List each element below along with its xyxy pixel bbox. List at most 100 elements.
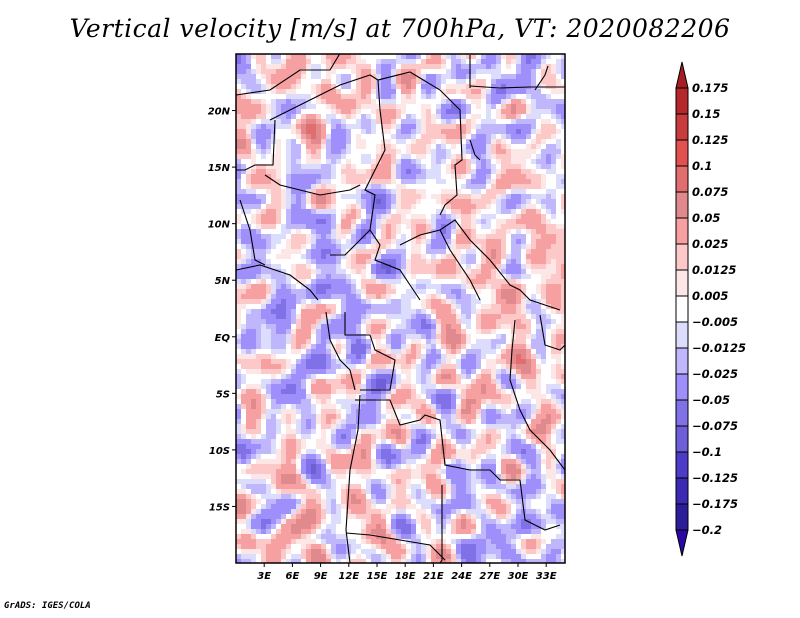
field-cell	[496, 54, 501, 59]
field-cell	[396, 229, 401, 234]
field-cell	[241, 349, 246, 354]
field-cell	[321, 224, 326, 229]
field-cell	[501, 239, 506, 244]
field-cell	[516, 119, 521, 124]
field-cell	[276, 254, 281, 259]
field-cell	[516, 189, 521, 194]
field-cell	[321, 414, 326, 419]
field-cell	[301, 139, 306, 144]
field-cell	[441, 444, 446, 449]
field-cell	[276, 474, 281, 479]
field-cell	[561, 484, 565, 489]
field-cell	[476, 399, 481, 404]
field-cell	[321, 169, 326, 174]
field-cell	[461, 419, 466, 424]
field-cell	[426, 364, 431, 369]
field-cell	[541, 124, 546, 129]
field-cell	[236, 149, 241, 154]
field-cell	[486, 149, 491, 154]
field-cell	[271, 124, 276, 129]
field-cell	[521, 269, 526, 274]
field-cell	[466, 89, 471, 94]
field-cell	[476, 79, 481, 84]
field-cell	[261, 434, 266, 439]
field-cell	[501, 404, 506, 409]
field-cell	[341, 219, 346, 224]
field-cell	[511, 184, 516, 189]
field-cell	[426, 319, 431, 324]
field-cell	[386, 344, 391, 349]
field-cell	[556, 344, 561, 349]
field-cell	[506, 439, 511, 444]
field-cell	[436, 389, 441, 394]
field-cell	[371, 369, 376, 374]
field-cell	[521, 224, 526, 229]
field-cell	[306, 344, 311, 349]
field-cell	[466, 324, 471, 329]
field-cell	[356, 319, 361, 324]
field-cell	[496, 294, 501, 299]
field-cell	[426, 64, 431, 69]
field-cell	[396, 149, 401, 154]
field-cell	[271, 299, 276, 304]
field-cell	[501, 359, 506, 364]
field-cell	[251, 229, 256, 234]
field-cell	[426, 314, 431, 319]
field-cell	[381, 424, 386, 429]
field-cell	[556, 229, 561, 234]
field-cell	[506, 74, 511, 79]
field-cell	[471, 389, 476, 394]
field-cell	[431, 239, 436, 244]
field-cell	[456, 474, 461, 479]
field-cell	[531, 404, 536, 409]
field-cell	[511, 479, 516, 484]
field-cell	[316, 474, 321, 479]
field-cell	[531, 109, 536, 114]
field-cell	[241, 469, 246, 474]
field-cell	[471, 64, 476, 69]
field-cell	[371, 264, 376, 269]
field-cell	[236, 279, 241, 284]
field-cell	[441, 179, 446, 184]
field-cell	[521, 244, 526, 249]
field-cell	[376, 399, 381, 404]
field-cell	[401, 394, 406, 399]
field-cell	[471, 444, 476, 449]
field-cell	[466, 269, 471, 274]
field-cell	[371, 244, 376, 249]
field-cell	[336, 379, 341, 384]
field-cell	[496, 434, 501, 439]
field-cell	[271, 364, 276, 369]
field-cell	[296, 444, 301, 449]
field-cell	[306, 404, 311, 409]
field-cell	[446, 334, 451, 339]
field-cell	[531, 454, 536, 459]
field-cell	[506, 219, 511, 224]
field-cell	[446, 339, 451, 344]
field-cell	[361, 139, 366, 144]
field-cell	[351, 54, 356, 59]
field-cell	[256, 64, 261, 69]
field-cell	[361, 204, 366, 209]
field-cell	[276, 364, 281, 369]
field-cell	[281, 199, 286, 204]
field-cell	[451, 189, 456, 194]
field-cell	[316, 294, 321, 299]
field-cell	[536, 94, 541, 99]
field-cell	[246, 144, 251, 149]
field-cell	[556, 409, 561, 414]
field-cell	[341, 279, 346, 284]
field-cell	[306, 209, 311, 214]
field-cell	[301, 424, 306, 429]
field-cell	[266, 359, 271, 364]
field-cell	[361, 424, 366, 429]
field-cell	[296, 59, 301, 64]
field-cell	[386, 289, 391, 294]
field-cell	[421, 309, 426, 314]
field-cell	[381, 364, 386, 369]
field-cell	[356, 254, 361, 259]
field-cell	[516, 229, 521, 234]
field-cell	[296, 79, 301, 84]
field-cell	[351, 344, 356, 349]
field-cell	[561, 179, 565, 184]
